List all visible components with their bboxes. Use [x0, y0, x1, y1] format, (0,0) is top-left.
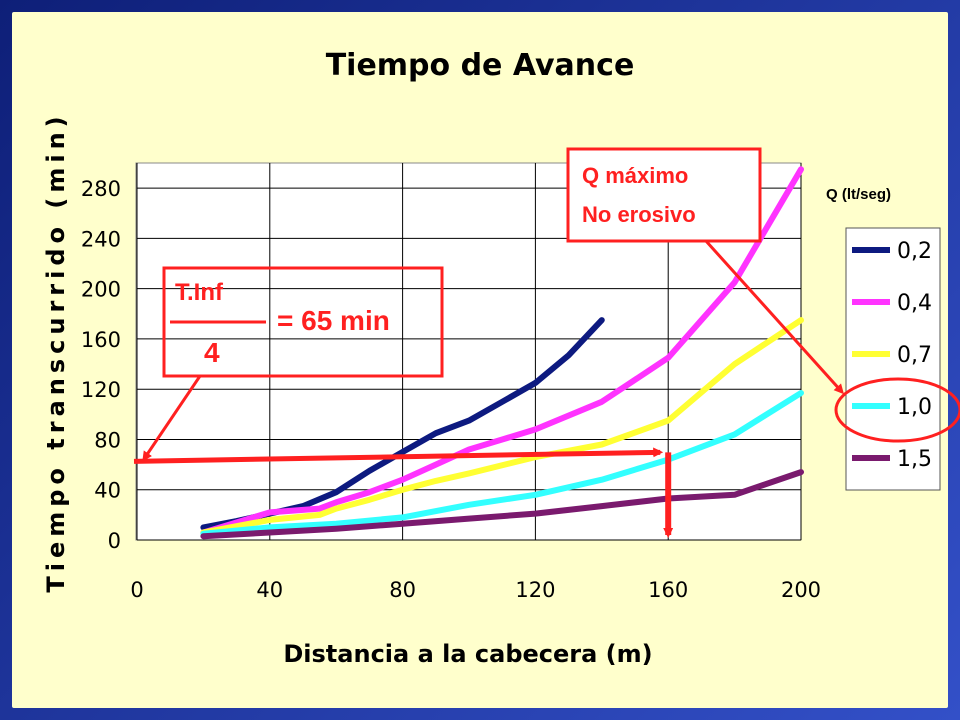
legend-title: Q (lt/seg): [826, 186, 891, 203]
tinf-denominator: 4: [204, 337, 220, 368]
qmax-line-2: No erosivo: [582, 202, 696, 227]
tinf-pointer-arrow: [142, 375, 202, 462]
series-line-1-5: [200, 469, 804, 540]
y-ticks: 0 40 80 120 160 200 240 280: [81, 177, 121, 553]
y-tick-label: 200: [81, 278, 121, 302]
x-ticks: 0 40 80 120 160 200: [130, 578, 821, 602]
grid: [136, 163, 802, 541]
y-axis-title: Tiempo transcurrido (min): [42, 111, 70, 592]
highlight-ellipse: [834, 377, 960, 443]
x-tick-label: 80: [389, 578, 416, 602]
y-tick-label: 280: [81, 177, 121, 201]
legend-box: [845, 227, 941, 491]
y-tick-label: 80: [94, 428, 121, 452]
legend-label: 1,5: [897, 447, 932, 472]
y-tick-label: 160: [81, 328, 121, 352]
legend-label: 0,4: [897, 291, 932, 316]
y-tick-label: 0: [108, 529, 121, 553]
qmax-annotation-box: [566, 147, 762, 243]
qmax-line-1: Q máximo: [582, 163, 688, 188]
chart-title: Tiempo de Avance: [326, 48, 635, 83]
y-tick-label: 240: [81, 227, 121, 251]
x-tick-label: 200: [781, 578, 821, 602]
horizontal-reference-arrow: [133, 447, 664, 464]
y-tick-label: 120: [81, 378, 121, 402]
tinf-numerator: T.Inf: [175, 279, 224, 306]
legend: 0,2 0,4 0,7 1,0 1,5: [852, 239, 932, 472]
tinf-equals-text: = 65 min: [277, 305, 390, 336]
legend-label: 0,2: [897, 239, 932, 264]
legend-label: 0,7: [897, 343, 932, 368]
series-line-0-7: [200, 317, 804, 536]
x-axis-title: Distancia a la cabecera (m): [283, 640, 652, 668]
x-tick-label: 40: [256, 578, 283, 602]
y-tick-label: 40: [94, 479, 121, 503]
x-tick-label: 160: [648, 578, 688, 602]
series-line-1-0: [200, 390, 804, 537]
series-layer: [200, 166, 804, 540]
legend-label: 1,0: [897, 395, 932, 420]
tinf-annotation-box: [162, 266, 444, 378]
qmax-pointer-arrow: [704, 239, 845, 395]
x-tick-label: 0: [130, 578, 143, 602]
x-tick-label: 120: [515, 578, 555, 602]
